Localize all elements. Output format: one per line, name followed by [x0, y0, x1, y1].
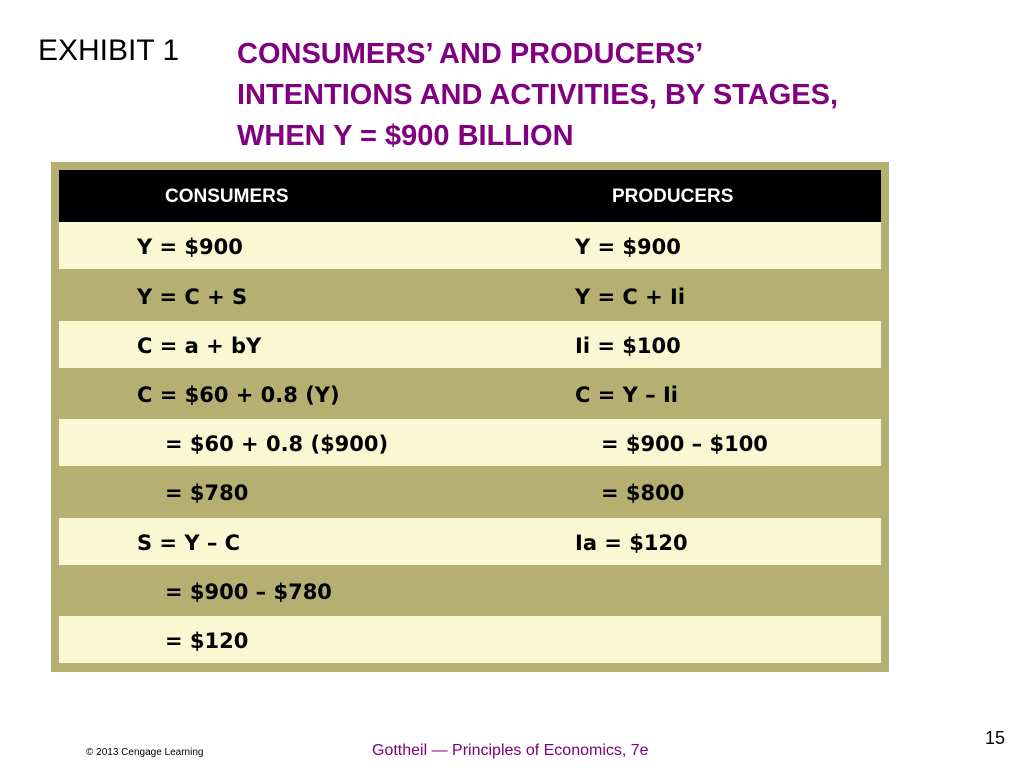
copyright-text: © 2013 Cengage Learning	[86, 747, 204, 758]
table-header: CONSUMERS PRODUCERS	[59, 170, 881, 222]
book-citation: Gottheil — Principles of Economics, 7e	[372, 742, 649, 759]
table-row: = $900 – $780	[59, 567, 881, 614]
consumers-cell: = $900 – $780	[165, 580, 332, 604]
table-row: C = a + bY Ii = $100	[59, 321, 881, 368]
consumers-cell: Y = $900	[137, 235, 243, 259]
producers-header: PRODUCERS	[612, 186, 734, 207]
consumers-cell: = $60 + 0.8 ($900)	[165, 432, 389, 456]
producers-cell: Y = $900	[575, 235, 681, 259]
producers-cell: Y = C + Ii	[575, 285, 686, 309]
exhibit-label: EXHIBIT 1	[38, 34, 180, 67]
producers-cell: Ia = $120	[575, 531, 688, 555]
consumers-cell: C = $60 + 0.8 (Y)	[137, 383, 340, 407]
producers-cell: = $900 – $100	[601, 432, 768, 456]
producers-cell: = $800	[601, 481, 685, 505]
stages-table: CONSUMERS PRODUCERS Y = $900 Y = $900 Y …	[51, 162, 889, 672]
title-line-2: INTENTIONS AND ACTIVITIES, BY STAGES,	[237, 79, 838, 111]
table-row: Y = C + S Y = C + Ii	[59, 272, 881, 319]
consumers-cell: = $120	[165, 629, 249, 653]
title-line-3: WHEN Y = $900 BILLION	[237, 120, 574, 152]
consumers-cell: = $780	[165, 481, 249, 505]
producers-cell: C = Y – Ii	[575, 383, 678, 407]
table-row: = $780 = $800	[59, 468, 881, 515]
consumers-cell: S = Y – C	[137, 531, 241, 555]
table-row: C = $60 + 0.8 (Y) C = Y – Ii	[59, 370, 881, 417]
table-row: = $60 + 0.8 ($900) = $900 – $100	[59, 419, 881, 466]
producers-cell: Ii = $100	[575, 334, 681, 358]
table-row: S = Y – C Ia = $120	[59, 518, 881, 565]
consumers-cell: Y = C + S	[137, 285, 248, 309]
page-number: 15	[985, 728, 1006, 748]
consumers-cell: C = a + bY	[137, 334, 262, 358]
consumers-header: CONSUMERS	[165, 186, 289, 207]
table-row: = $120	[59, 616, 881, 663]
table-row: Y = $900 Y = $900	[59, 222, 881, 269]
slide-title: CONSUMERS’ AND PRODUCERS’ INTENTIONS AND…	[237, 34, 838, 157]
title-line-1: CONSUMERS’ AND PRODUCERS’	[237, 38, 704, 70]
